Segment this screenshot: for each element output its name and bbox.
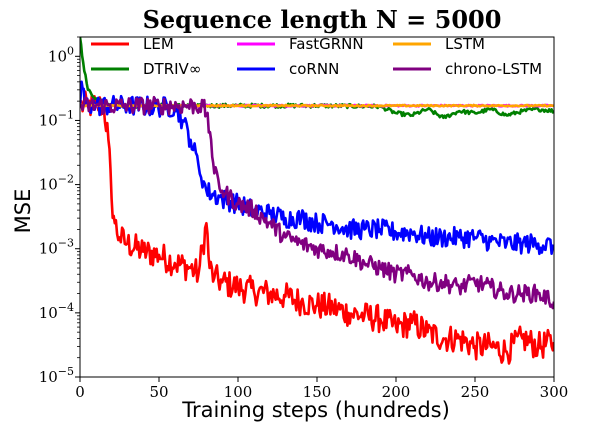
y-tick-label: 10−5 xyxy=(39,365,74,386)
y-axis-label: MSE xyxy=(11,189,35,234)
series-line-chrono-lstm xyxy=(80,95,554,310)
x-tick-label: 150 xyxy=(303,383,332,401)
series-line-lem xyxy=(80,90,554,365)
legend-label-lem: LEM xyxy=(143,35,174,53)
legend: LEM DTRIV∞ FastGRNN coRNN LSTM chrono-LSTM xyxy=(91,35,542,78)
x-tick-label: 200 xyxy=(382,383,411,401)
x-tick-label: 100 xyxy=(224,383,253,401)
plot-area: 0 50 100 150 200 250 300 100 10−1 10−2 10−3 10−4 10−… xyxy=(39,36,569,401)
chart-title: Sequence length N = 5000 xyxy=(143,5,502,34)
x-tick-label: 0 xyxy=(75,383,85,401)
legend-label-fastgrnn: FastGRNN xyxy=(289,35,364,53)
x-axis-label: Training steps (hundreds) xyxy=(181,398,450,422)
y-tick-label: 10−2 xyxy=(39,173,74,194)
series-lines xyxy=(80,37,554,365)
legend-label-chrono-lstm: chrono-LSTM xyxy=(445,60,542,78)
legend-label-dtriv-: DTRIV∞ xyxy=(143,60,201,78)
y-tick-label: 10−1 xyxy=(39,108,74,129)
legend-label-lstm: LSTM xyxy=(445,35,485,53)
x-tick-label: 300 xyxy=(540,383,569,401)
y-tick-label: 100 xyxy=(48,44,74,65)
y-tick-label: 10−3 xyxy=(39,237,74,258)
x-tick-label: 50 xyxy=(149,383,168,401)
legend-label-cornn: coRNN xyxy=(289,60,339,78)
x-tick-label: 250 xyxy=(461,383,490,401)
plot-frame xyxy=(79,36,555,378)
y-tick-label: 10−4 xyxy=(39,301,74,322)
